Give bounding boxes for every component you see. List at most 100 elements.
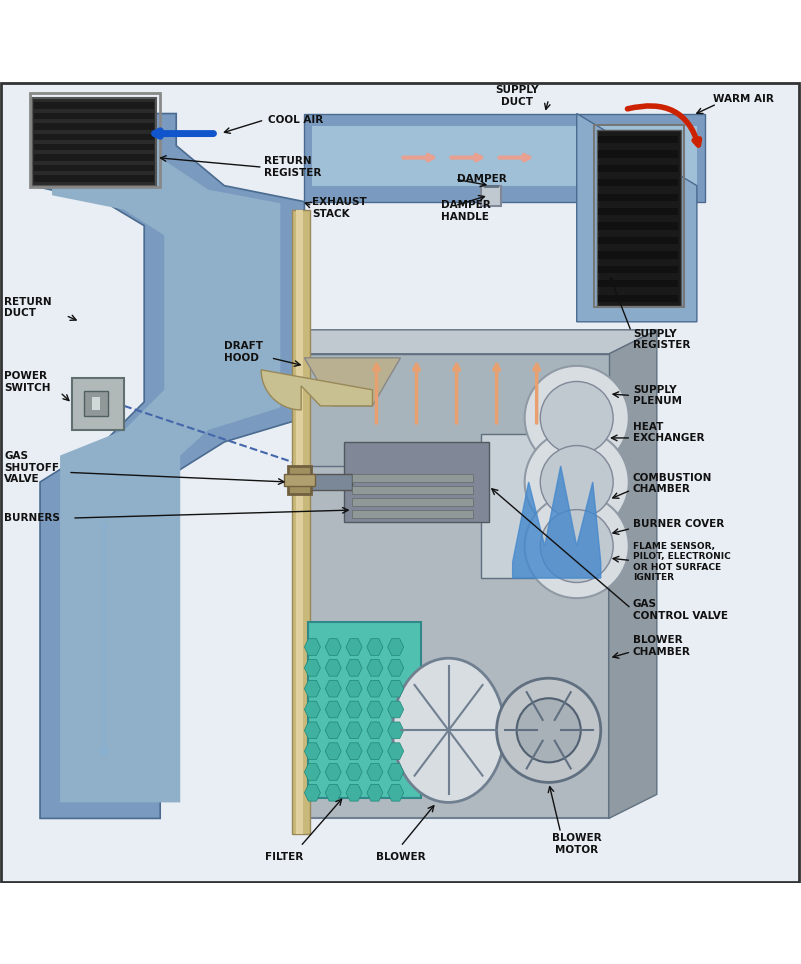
Polygon shape [513,466,601,578]
Text: SUPPLY
DUCT: SUPPLY DUCT [495,85,538,107]
Bar [84,391,108,415]
Bar [344,442,489,522]
Bar [598,194,678,201]
Bar [92,397,100,410]
Bar [34,134,154,140]
Polygon shape [304,722,320,738]
Bar [481,186,501,205]
Polygon shape [346,701,362,718]
Circle shape [540,382,614,454]
Polygon shape [304,358,400,406]
Text: DRAFT
HOOD: DRAFT HOOD [224,341,264,363]
Text: RETURN
DUCT: RETURN DUCT [4,297,51,318]
Bar [598,208,678,215]
Polygon shape [609,330,657,818]
Bar [34,165,154,172]
Polygon shape [388,659,404,676]
Polygon shape [304,330,657,354]
Polygon shape [367,743,383,760]
Polygon shape [388,743,404,760]
Bar [598,295,678,302]
Polygon shape [325,722,341,738]
Bar [34,175,154,181]
Circle shape [525,366,629,470]
Bar [32,97,156,186]
Text: BURNER COVER: BURNER COVER [633,519,724,528]
Bar [312,125,697,186]
Polygon shape [346,659,362,676]
Text: BLOWER
CHAMBER: BLOWER CHAMBER [633,635,690,657]
Polygon shape [304,114,705,201]
Polygon shape [32,114,304,818]
Polygon shape [304,701,320,718]
Circle shape [525,430,629,534]
Text: GAS
CONTROL VALVE: GAS CONTROL VALVE [633,600,728,621]
Circle shape [540,510,614,582]
Bar [296,209,303,835]
Polygon shape [367,681,383,697]
Circle shape [517,698,581,763]
Text: BLOWER: BLOWER [376,852,425,862]
Bar [598,136,678,144]
Text: BLOWER
MOTOR: BLOWER MOTOR [552,833,602,855]
Text: DAMPER
HANDLE: DAMPER HANDLE [441,201,490,222]
Polygon shape [304,681,320,697]
Text: HEAT
EXCHANGER: HEAT EXCHANGER [633,421,704,443]
Bar [34,144,154,150]
Polygon shape [261,370,372,410]
Polygon shape [325,639,341,656]
Polygon shape [346,639,362,656]
Polygon shape [367,722,383,738]
Polygon shape [346,785,362,801]
Bar [34,102,154,109]
Bar [598,150,678,157]
Bar [292,209,310,835]
Text: BURNERS: BURNERS [4,513,60,523]
Bar [598,281,678,287]
Bar [481,434,609,578]
Bar [597,129,681,306]
Bar [34,123,154,129]
Bar [308,622,421,798]
Bar [304,354,609,466]
Bar [352,510,473,518]
Text: POWER
SWITCH: POWER SWITCH [4,371,50,392]
Polygon shape [346,763,362,780]
Polygon shape [52,129,280,802]
Text: EXHAUST
STACK: EXHAUST STACK [312,198,367,219]
Polygon shape [367,785,383,801]
Text: DAMPER: DAMPER [457,174,506,184]
Polygon shape [325,681,341,697]
Polygon shape [304,785,320,801]
Bar [304,474,352,490]
Bar [30,93,160,187]
Circle shape [525,494,629,598]
Bar [34,154,154,161]
Circle shape [540,445,614,519]
Bar [598,266,678,273]
Ellipse shape [392,658,505,802]
Bar [72,378,124,430]
Bar [304,354,609,818]
Polygon shape [367,659,383,676]
Bar [598,165,678,172]
Bar [352,474,473,482]
Polygon shape [577,114,697,322]
Polygon shape [388,681,404,697]
Bar [288,466,311,494]
Polygon shape [388,639,404,656]
Polygon shape [388,722,404,738]
Polygon shape [346,743,362,760]
Bar [34,113,154,120]
Bar [594,124,684,308]
Text: FLAME SENSOR,
PILOT, ELECTRONIC
OR HOT SURFACE
IGNITER: FLAME SENSOR, PILOT, ELECTRONIC OR HOT S… [633,542,731,582]
Text: WARM AIR: WARM AIR [713,94,774,104]
Circle shape [497,679,601,783]
Polygon shape [304,659,320,676]
Polygon shape [346,722,362,738]
Polygon shape [304,743,320,760]
Bar [352,486,473,494]
Text: GAS
SHUTOFF
VALVE: GAS SHUTOFF VALVE [4,451,59,484]
Text: SUPPLY
PLENUM: SUPPLY PLENUM [633,385,682,406]
Polygon shape [346,681,362,697]
